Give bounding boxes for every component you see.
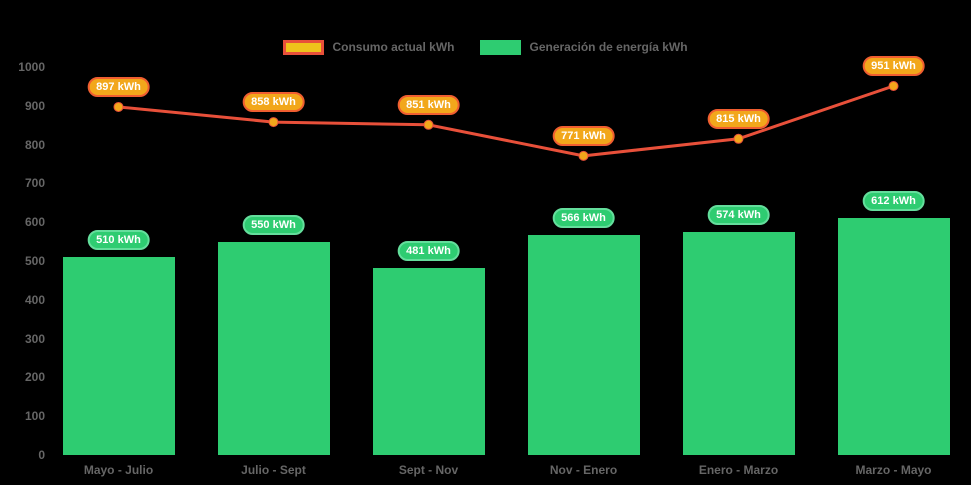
- x-axis-category-label: Enero - Marzo: [698, 463, 779, 477]
- y-axis-tick-label: 600: [24, 215, 45, 230]
- y-axis-tick-label: 400: [24, 292, 45, 307]
- y-axis-tick-label: 800: [24, 137, 45, 152]
- bar-generacion[interactable]: [217, 241, 330, 455]
- generacion-value-label: 612 kWh: [862, 190, 925, 211]
- legend-item-consumo[interactable]: Consumo actual kWh: [283, 39, 455, 55]
- consumo-value-label: 951 kWh: [862, 56, 925, 76]
- legend-label-generacion: Generación de energía kWh: [529, 40, 688, 54]
- x-axis-category-label: Sept - Nov: [398, 463, 459, 477]
- y-axis-tick-label: 500: [24, 254, 45, 268]
- y-axis-tick-label: 1000: [18, 60, 45, 74]
- consumo-legend-swatch-icon: [283, 39, 325, 55]
- generacion-value-label: 574 kWh: [707, 205, 770, 226]
- x-axis-category-label: Mayo - Julio: [83, 463, 154, 477]
- bar-generacion[interactable]: [837, 217, 950, 455]
- generacion-value-label: 566 kWh: [552, 208, 615, 229]
- bar-generacion[interactable]: [682, 232, 795, 455]
- consumo-line-point[interactable]: [113, 101, 124, 112]
- consumo-value-label: 851 kWh: [397, 94, 460, 115]
- consumo-line-point[interactable]: [733, 133, 744, 144]
- consumo-line-point[interactable]: [888, 81, 899, 92]
- consumo-line-point[interactable]: [268, 117, 279, 128]
- consumo-line-point[interactable]: [578, 150, 589, 161]
- chart-legend: Consumo actual kWh Generación de energía…: [0, 38, 971, 56]
- bar-generacion[interactable]: [62, 257, 175, 455]
- generacion-value-label: 481 kWh: [397, 241, 460, 262]
- generacion-value-label: 550 kWh: [242, 214, 305, 235]
- consumo-value-label: 771 kWh: [552, 125, 615, 146]
- y-axis-tick-label: 900: [24, 98, 45, 113]
- bar-generacion[interactable]: [372, 268, 485, 455]
- bar-generacion[interactable]: [527, 235, 640, 455]
- y-axis-tick-label: 0: [38, 448, 45, 462]
- consumo-line-path: [118, 84, 894, 158]
- consumo-value-label: 897 kWh: [87, 76, 150, 97]
- legend-item-generacion[interactable]: Generación de energía kWh: [480, 39, 688, 55]
- y-axis-tick-label: 300: [24, 331, 45, 346]
- legend-label-consumo: Consumo actual kWh: [332, 40, 455, 54]
- consumo-value-label: 815 kWh: [707, 108, 770, 129]
- generacion-legend-swatch-icon: [480, 39, 522, 55]
- y-axis-tick-label: 200: [24, 370, 45, 385]
- generacion-value-label: 510 kWh: [87, 230, 150, 251]
- x-axis-category-label: Julio - Sept: [241, 463, 306, 477]
- y-axis-tick-label: 100: [24, 409, 45, 424]
- y-axis-tick-label: 700: [24, 176, 45, 191]
- consumo-value-label: 858 kWh: [242, 92, 305, 113]
- x-axis-category-label: Marzo - Mayo: [855, 463, 932, 477]
- x-axis-category-label: Nov - Enero: [549, 463, 618, 477]
- consumo-line-point[interactable]: [423, 119, 434, 130]
